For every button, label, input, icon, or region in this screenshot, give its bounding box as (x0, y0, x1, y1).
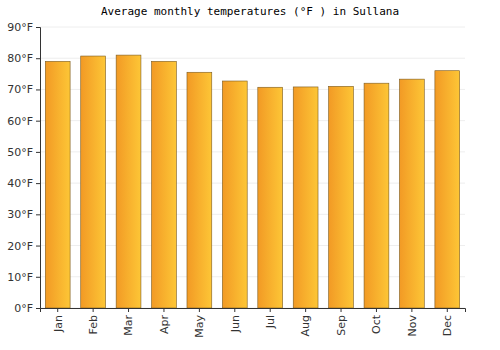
plot: 0°F 10°F 20°F 30°F 40°F 50°F 60°F 70°F 80°F 90°F J… (7, 21, 465, 338)
x-tick-mark (411, 308, 412, 312)
y-tick-mark (36, 121, 40, 122)
bar (364, 83, 389, 308)
x-tick-label: Mar (122, 315, 135, 336)
y-tick-mark (36, 277, 40, 278)
y-tick: 60°F (7, 115, 40, 128)
bar (222, 81, 247, 308)
x-tick-label: May (193, 315, 206, 338)
x-tick-label: Jul (264, 315, 277, 329)
x-tick-label: Feb (87, 315, 100, 334)
x-tick: Sep (335, 308, 348, 336)
x-tick-mark (447, 308, 448, 312)
bar (399, 79, 424, 308)
chart: 0°F 10°F 20°F 30°F 40°F 50°F 60°F 70°F 80°F 90°F J… (0, 0, 500, 350)
y-tick-label: 80°F (7, 52, 33, 65)
y-tick: 50°F (7, 146, 40, 159)
x-axis: Jan Feb Mar Apr May Jun Jul Aug Sep Oct Nov Dec (41, 308, 466, 338)
y-tick-label: 90°F (7, 21, 33, 34)
x-tick-label: Jan (52, 315, 65, 333)
grid (40, 27, 465, 308)
x-tick: Nov (406, 308, 419, 336)
x-tick-mark (128, 308, 129, 312)
y-tick-mark (36, 89, 40, 90)
bar (187, 72, 212, 308)
bar (45, 61, 70, 308)
y-tick: 10°F (7, 271, 40, 284)
x-tick: Feb (87, 308, 100, 334)
x-tick: Jul (264, 308, 277, 329)
y-tick-label: 30°F (7, 208, 33, 221)
y-tick-label: 60°F (7, 115, 33, 128)
y-tick: 40°F (7, 177, 40, 190)
x-tick-mark (57, 308, 58, 312)
y-tick-mark (36, 246, 40, 247)
y-tick-mark (36, 214, 40, 215)
x-tick: Jan (52, 308, 65, 333)
x-tick-label: Jun (229, 315, 242, 333)
x-tick: Mar (122, 308, 135, 336)
x-tick-label: Apr (158, 315, 171, 335)
y-tick: 0°F (14, 302, 40, 315)
grid-line (40, 27, 465, 28)
y-tick: 30°F (7, 208, 40, 221)
bar (116, 55, 141, 308)
y-tick: 70°F (7, 83, 40, 96)
x-tick-label: Oct (370, 314, 383, 334)
bars (45, 55, 459, 308)
title: Average monthly temperatures (°F ) in Su… (101, 5, 399, 18)
y-tick-label: 40°F (7, 177, 33, 190)
bar (329, 86, 354, 308)
y-tick-mark (36, 152, 40, 153)
x-tick-mark (93, 308, 94, 312)
y-tick: 80°F (7, 52, 40, 65)
y-axis: 0°F 10°F 20°F 30°F 40°F 50°F 60°F 70°F 80°F 90°F (7, 21, 40, 315)
x-tick-label: Sep (335, 315, 348, 336)
x-tick-mark (270, 308, 271, 312)
y-tick-label: 20°F (7, 240, 33, 253)
x-tick: Apr (158, 308, 171, 334)
y-tick-label: 0°F (14, 302, 33, 315)
x-axis-line (41, 309, 466, 313)
x-tick: May (193, 308, 206, 338)
y-tick-label: 70°F (7, 83, 33, 96)
x-tick-mark (341, 308, 342, 312)
bar (152, 61, 177, 308)
x-tick-mark (376, 308, 377, 312)
bar (258, 87, 283, 308)
x-tick: Dec (441, 308, 454, 336)
y-tick-mark (36, 27, 40, 28)
bar (435, 71, 460, 308)
x-tick-label: Nov (406, 315, 419, 337)
y-tick-label: 10°F (7, 271, 33, 284)
x-tick-mark (305, 308, 306, 312)
y-axis-line (36, 28, 41, 309)
y-tick-mark (36, 58, 40, 59)
x-tick: Oct (370, 308, 383, 334)
x-tick-label: Aug (299, 315, 312, 336)
y-tick-mark (36, 308, 40, 309)
x-tick-mark (234, 308, 235, 312)
bar (81, 56, 106, 308)
y-tick-label: 50°F (7, 146, 33, 159)
x-tick: Aug (299, 308, 312, 336)
x-tick: Jun (229, 308, 242, 333)
x-tick-mark (163, 308, 164, 312)
y-tick: 20°F (7, 240, 40, 253)
x-tick-mark (199, 308, 200, 312)
bar (293, 87, 318, 308)
x-tick-label: Dec (441, 315, 454, 336)
y-tick-mark (36, 183, 40, 184)
y-tick: 90°F (7, 21, 40, 34)
